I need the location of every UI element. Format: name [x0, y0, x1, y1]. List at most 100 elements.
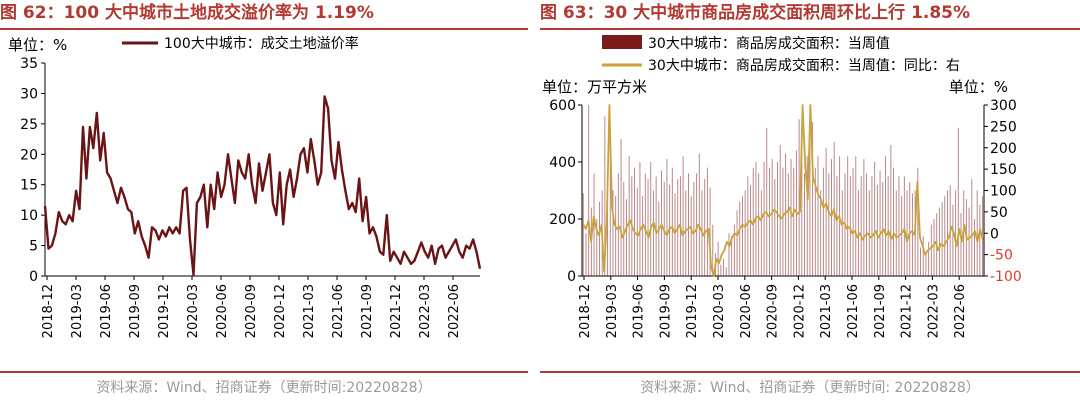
bar: [836, 176, 838, 277]
bar: [874, 162, 876, 276]
y-tick-label: 600: [549, 98, 576, 114]
x-tick-label: 2019-09: [128, 284, 143, 338]
bar: [858, 190, 859, 276]
bar: [671, 167, 673, 276]
bar: [804, 173, 805, 276]
bar: [785, 153, 787, 276]
right-legend-bar: 30大中城市：商品房成交面积：当周值: [602, 35, 890, 52]
y-tick-label: 0: [29, 269, 38, 285]
y-tick-label: 20: [20, 147, 38, 163]
y2-tick-label: 100: [990, 184, 1017, 200]
bar: [909, 181, 911, 276]
bar: [898, 176, 900, 277]
bar: [960, 213, 962, 276]
bar: [790, 159, 792, 276]
bar: [841, 190, 843, 276]
y2-tick-label: -50: [990, 248, 1013, 264]
bar: [890, 144, 892, 276]
bar: [806, 156, 808, 276]
bar: [911, 193, 913, 276]
bar: [599, 201, 600, 276]
bar: [723, 258, 725, 276]
bar: [620, 139, 622, 276]
bar: [809, 105, 811, 276]
right-unit-label-left: 单位：万平方米: [542, 78, 647, 96]
bar: [884, 156, 886, 276]
bar: [704, 179, 706, 276]
bar: [822, 167, 824, 276]
bar: [779, 144, 781, 276]
bar: [812, 122, 814, 276]
bar: [831, 159, 832, 276]
bar: [766, 127, 768, 276]
bar: [634, 167, 636, 276]
bar: [747, 176, 749, 277]
bar: [847, 156, 849, 276]
x-tick-label: 2020-09: [244, 284, 259, 338]
bar: [893, 167, 895, 276]
bar: [928, 241, 930, 276]
bar: [588, 105, 590, 276]
bar: [725, 267, 727, 276]
bar: [860, 176, 862, 277]
bar-series: [582, 105, 984, 277]
bar: [615, 196, 617, 276]
y2-tick-label: 150: [990, 162, 1017, 178]
bar: [933, 219, 935, 276]
y2-tick-label: 50: [990, 205, 1008, 221]
x-tick-label: 2022-06: [953, 284, 968, 338]
left-panel-title: 图 62：100 大中城市土地成交溢价率为 1.19%: [0, 3, 374, 23]
bar: [782, 167, 784, 276]
bar: [750, 184, 752, 276]
bar: [787, 173, 789, 276]
x-tick-label: 2020-12: [792, 284, 807, 338]
bar: [625, 199, 627, 276]
legend-label: 30大中城市：商品房成交面积：当周值: [648, 35, 890, 52]
bar: [739, 201, 741, 276]
y2-tick-label: -100: [990, 269, 1022, 285]
right-unit-label-right: 单位：%: [949, 78, 1008, 96]
bar: [938, 207, 940, 276]
bar: [771, 159, 773, 276]
bar: [712, 224, 714, 276]
left-bottom-rule: [0, 371, 528, 373]
x-tick-label: 2020-06: [215, 284, 230, 338]
y-tick-label: 35: [20, 56, 38, 72]
bar: [887, 176, 889, 277]
x-tick-label: 2019-03: [70, 284, 85, 338]
left-source-note: 资料来源：Wind、招商证券（更新时间:20220828）: [96, 380, 432, 396]
bar: [644, 173, 646, 276]
right-source-note: 资料来源：Wind、招商证券（更新时间: 20220828）: [640, 380, 980, 396]
bar: [596, 219, 598, 276]
left-unit-label: 单位：%: [8, 36, 67, 54]
bar: [636, 187, 638, 276]
y-tick-label: 5: [29, 239, 38, 255]
right-panel: 图 63：30 大中城市商品房成交面积周环比上行 1.85% 30大中城市：商品…: [540, 0, 1080, 407]
left-panel: 图 62：100 大中城市土地成交溢价率为 1.19% 单位：% 100大中城市：…: [0, 0, 528, 407]
bar: [682, 156, 684, 276]
x-tick-label: 2020-03: [186, 284, 201, 338]
series-line-yoy: [582, 104, 984, 277]
x-tick-label: 2021-09: [360, 284, 375, 338]
y-tick-label: 15: [20, 178, 38, 194]
bar: [763, 162, 765, 276]
bar: [639, 162, 641, 276]
bar: [720, 264, 722, 276]
bar: [979, 204, 981, 277]
bar: [922, 236, 924, 276]
x-tick-label: 2021-06: [846, 284, 861, 338]
x-tick-label: 2021-12: [900, 284, 915, 338]
bar: [825, 147, 827, 277]
bar: [801, 142, 803, 276]
bar: [876, 184, 878, 276]
bar: [855, 156, 857, 276]
bar: [944, 196, 946, 276]
x-tick-label: 2020-06: [739, 284, 754, 338]
bar: [968, 207, 970, 276]
x-tick-label: 2018-12: [578, 284, 593, 338]
bar: [925, 253, 927, 276]
bar: [647, 179, 649, 276]
bar: [793, 167, 795, 276]
bar: [604, 116, 606, 277]
y2-tick-label: 200: [990, 141, 1017, 157]
